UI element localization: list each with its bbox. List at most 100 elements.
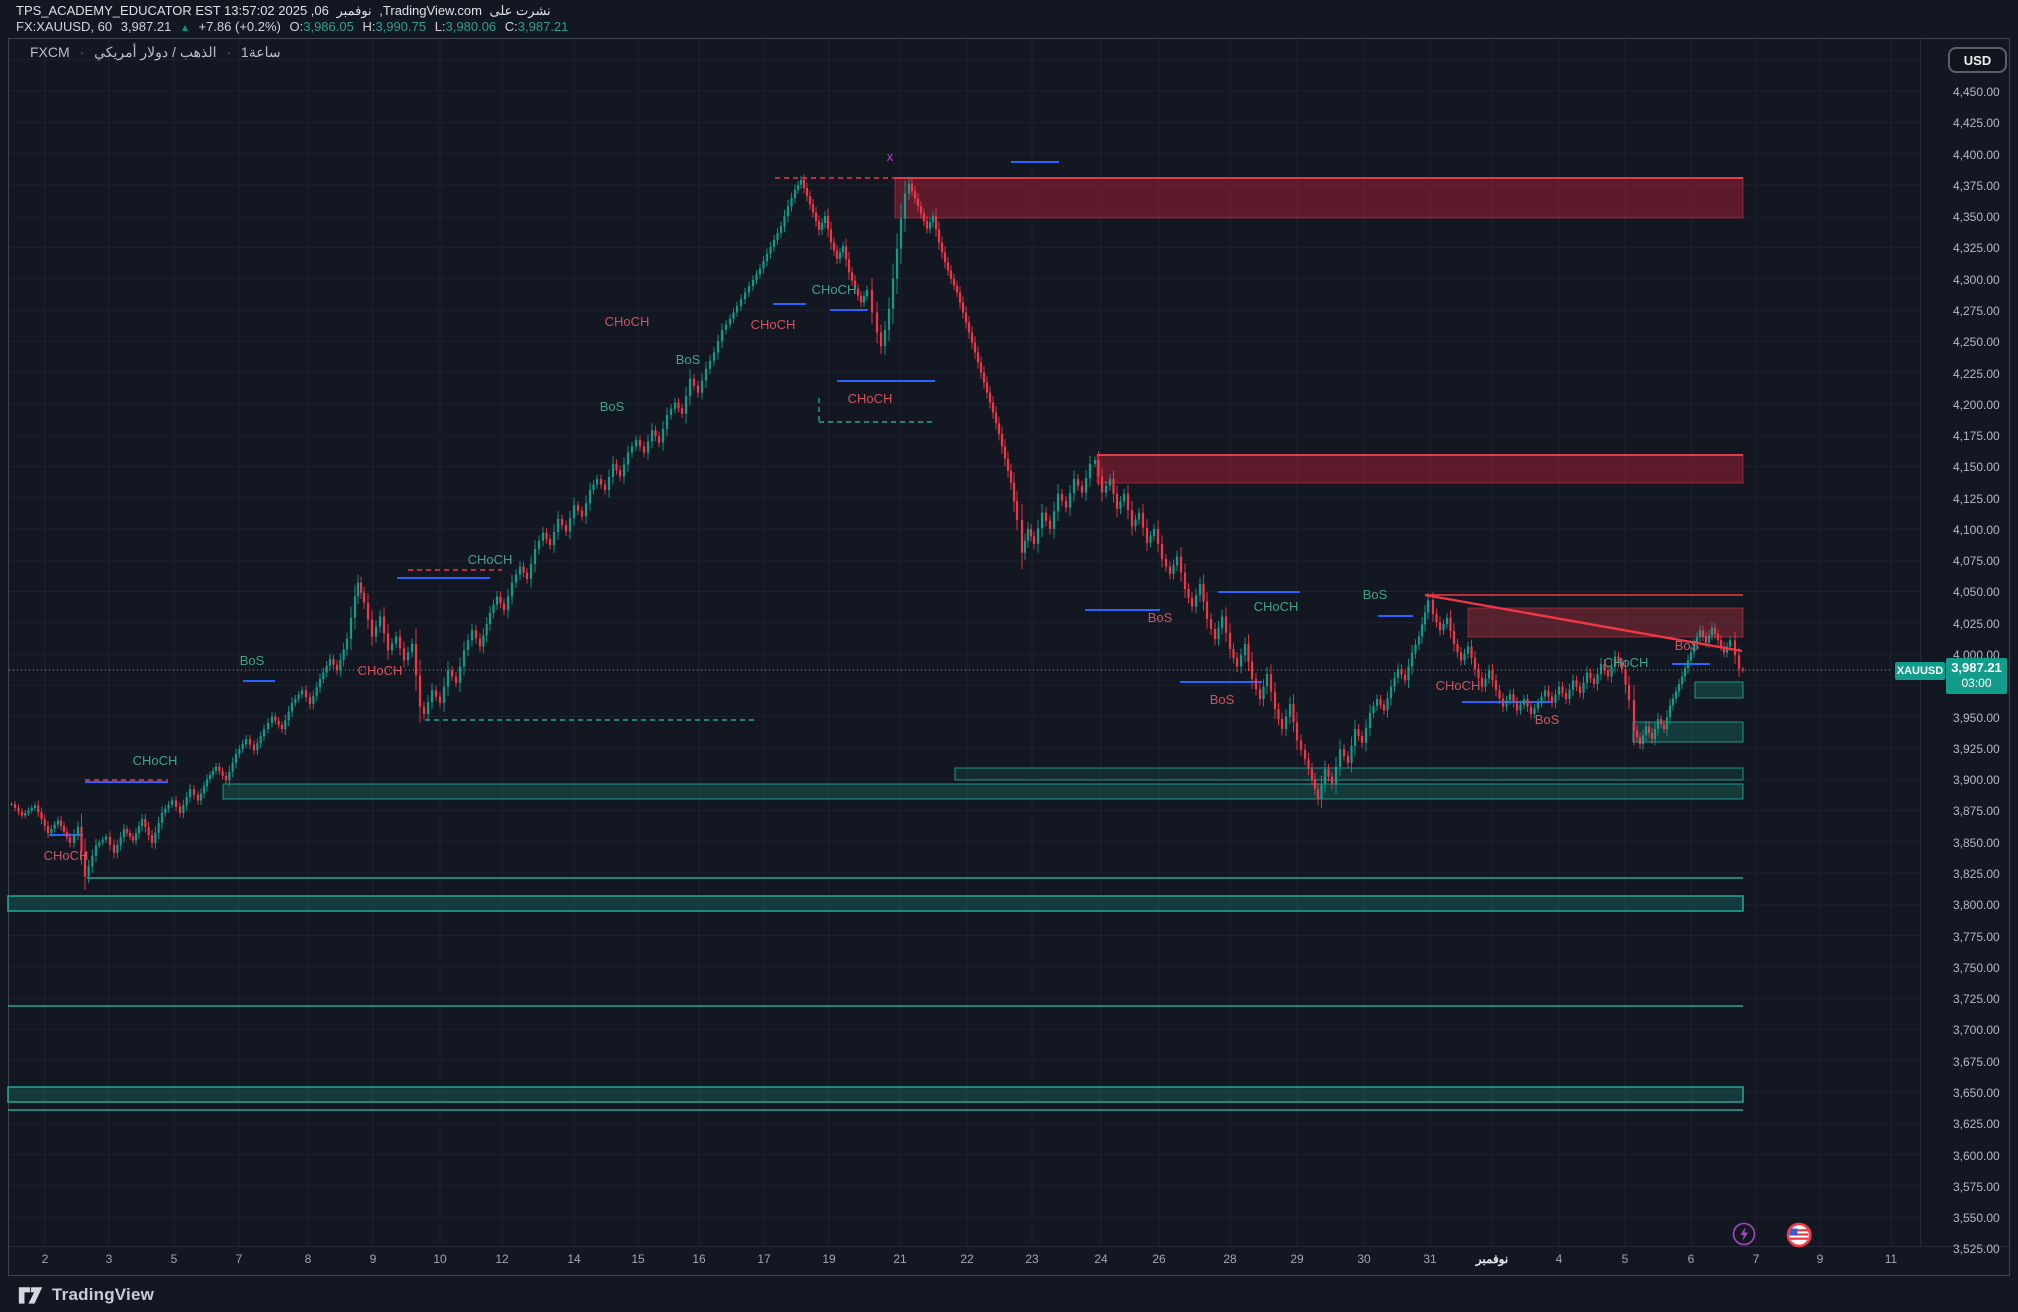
exchange-name: FXCM [30, 44, 70, 60]
time-axis-label: 23 [1025, 1252, 1039, 1266]
tradingview-logo-icon[interactable] [18, 1284, 44, 1306]
time-axis-label: 7 [1752, 1252, 1760, 1266]
price-axis-label: 3,650.00 [1953, 1085, 2000, 1100]
supply-zone [894, 177, 1744, 219]
symbol-interval: FX:XAUUSD, 60 [16, 19, 113, 34]
time-axis-label: 5 [1621, 1252, 1629, 1266]
month-name: نوفمبر [336, 3, 372, 18]
lightning-bolt-icon [1740, 1227, 1748, 1241]
tradingview-wordmark[interactable]: TradingView [52, 1284, 155, 1304]
structure-label-bos: BoS [240, 653, 265, 668]
price-axis-label: 4,325.00 [1953, 241, 2000, 256]
price-axis-label: 4,250.00 [1953, 335, 2000, 350]
price-axis-label: 3,950.00 [1953, 710, 2000, 725]
price-axis-label: 3,725.00 [1953, 992, 2000, 1007]
price-change: +7.86 (+0.2%) [198, 19, 281, 34]
structure-label-bos: BoS [600, 399, 625, 414]
high-label: H:3,990.75 [362, 19, 427, 34]
time-axis-label: 14 [567, 1252, 581, 1266]
chart-frame [8, 38, 2010, 1276]
open-value: 3,986.05 [303, 19, 354, 34]
structure-label-choch: CHoCH [751, 317, 796, 332]
demand-zone [222, 783, 1744, 800]
last-price-value: 3,987.21 [1951, 660, 2002, 675]
time-axis-label: 26 [1152, 1252, 1166, 1266]
demand-zone [7, 895, 1744, 912]
structure-label-choch: CHoCH [812, 282, 857, 297]
close-value: 3,987.21 [517, 19, 569, 34]
structure-label-choch: CHoCH [133, 753, 178, 768]
countdown-timer: 03:00 [1961, 676, 1992, 691]
low-value: 3,980.06 [445, 19, 497, 34]
time-axis-label: 28 [1223, 1252, 1237, 1266]
author-and-date: TPS_ACADEMY_EDUCATOR EST 13:57:02 2025 ,… [16, 3, 329, 18]
time-axis-label: 21 [893, 1252, 907, 1266]
supply-zone [1467, 607, 1744, 638]
time-axis-label: 9 [1816, 1252, 1824, 1266]
time-axis-label: 30 [1357, 1252, 1371, 1266]
price-axis-label: 4,275.00 [1953, 303, 2000, 318]
structure-label-choch: CHoCH [468, 552, 513, 567]
time-axis-label: 8 [304, 1252, 312, 1266]
structure-label-bos: BoS [1675, 638, 1700, 653]
demand-zone [7, 1086, 1744, 1103]
share-header: TPS_ACADEMY_EDUCATOR EST 13:57:02 2025 ,… [16, 3, 555, 19]
time-axis-label: 4 [1555, 1252, 1563, 1266]
price-axis-label: 4,400.00 [1953, 147, 2000, 162]
demand-zone [1694, 681, 1744, 699]
price-axis-label: 3,800.00 [1953, 898, 2000, 913]
time-axis-month-label: نوفمبر [1475, 1252, 1509, 1266]
price-axis-label: 3,700.00 [1953, 1023, 2000, 1038]
price-axis-label: 3,525.00 [1953, 1242, 2000, 1257]
price-axis-label: 3,825.00 [1953, 867, 2000, 881]
time-axis-label: 11 [1884, 1252, 1898, 1266]
time-axis-label: 10 [433, 1252, 447, 1266]
structure-label-choch: CHoCH [44, 848, 89, 863]
time-axis-label: 19 [822, 1252, 836, 1266]
currency-toggle-button[interactable]: USD [1948, 47, 2007, 73]
x-marker: x [887, 149, 894, 164]
price-axis-label: 4,150.00 [1953, 460, 2000, 475]
time-axis-label: 12 [495, 1252, 509, 1266]
price-axis-separator [1920, 39, 1921, 1246]
demand-zone [1632, 721, 1744, 743]
published-on-text: نشرت على [489, 3, 551, 18]
low-label: L:3,980.06 [434, 19, 497, 34]
price-axis-label: 4,425.00 [1953, 116, 2000, 131]
candles [10, 174, 1745, 890]
time-axis-label: 15 [631, 1252, 645, 1266]
demand-zone [954, 767, 1744, 781]
time-axis-label: 24 [1094, 1252, 1108, 1266]
last-price-tag: 3,987.21 03:00 [1946, 658, 2007, 694]
price-axis-label: 4,025.00 [1953, 616, 2000, 631]
site-name[interactable]: ,TradingView.com [379, 3, 482, 18]
price-axis-label: 3,550.00 [1953, 1211, 2000, 1226]
structure-label-choch: CHoCH [1254, 599, 1299, 614]
up-arrow-icon: ▲ [179, 23, 190, 34]
price-axis-label: 4,350.00 [1953, 210, 2000, 225]
structure-label-bos: BoS [1535, 712, 1560, 727]
structure-label-choch: CHoCH [605, 314, 650, 329]
price-axis-label: 4,200.00 [1953, 397, 2000, 412]
us-flag-icon [1789, 1228, 1808, 1240]
symbol-info-line: FX:XAUUSD, 60 3,987.21 ▲ +7.86 (+0.2%) O… [16, 19, 573, 37]
time-axis-label: 9 [369, 1252, 377, 1266]
price-axis-label: 3,875.00 [1953, 804, 2000, 819]
price-axis-label: 3,575.00 [1953, 1179, 2000, 1194]
structure-label-bos: BoS [1210, 692, 1235, 707]
economic-events-icon[interactable] [1731, 1221, 1757, 1247]
chart-legend-title[interactable]: FXCM · الذهب / دولار أمريكي · 1ساعة [30, 44, 287, 61]
price-axis-label: 4,300.00 [1953, 272, 2000, 287]
price-axis-label: 3,925.00 [1953, 741, 2000, 756]
structure-label-choch: CHoCH [848, 391, 893, 406]
us-flag-event-icon[interactable] [1784, 1221, 1812, 1249]
price-axis-label: 4,225.00 [1953, 366, 2000, 381]
price-axis-label: 3,850.00 [1953, 835, 2000, 850]
close-label: C:3,987.21 [504, 19, 569, 34]
last-price: 3,987.21 [120, 19, 172, 34]
price-axis-label: 4,075.00 [1953, 554, 2000, 569]
price-axis-label: 4,375.00 [1953, 178, 2000, 193]
structure-label-bos: BoS [676, 352, 701, 367]
